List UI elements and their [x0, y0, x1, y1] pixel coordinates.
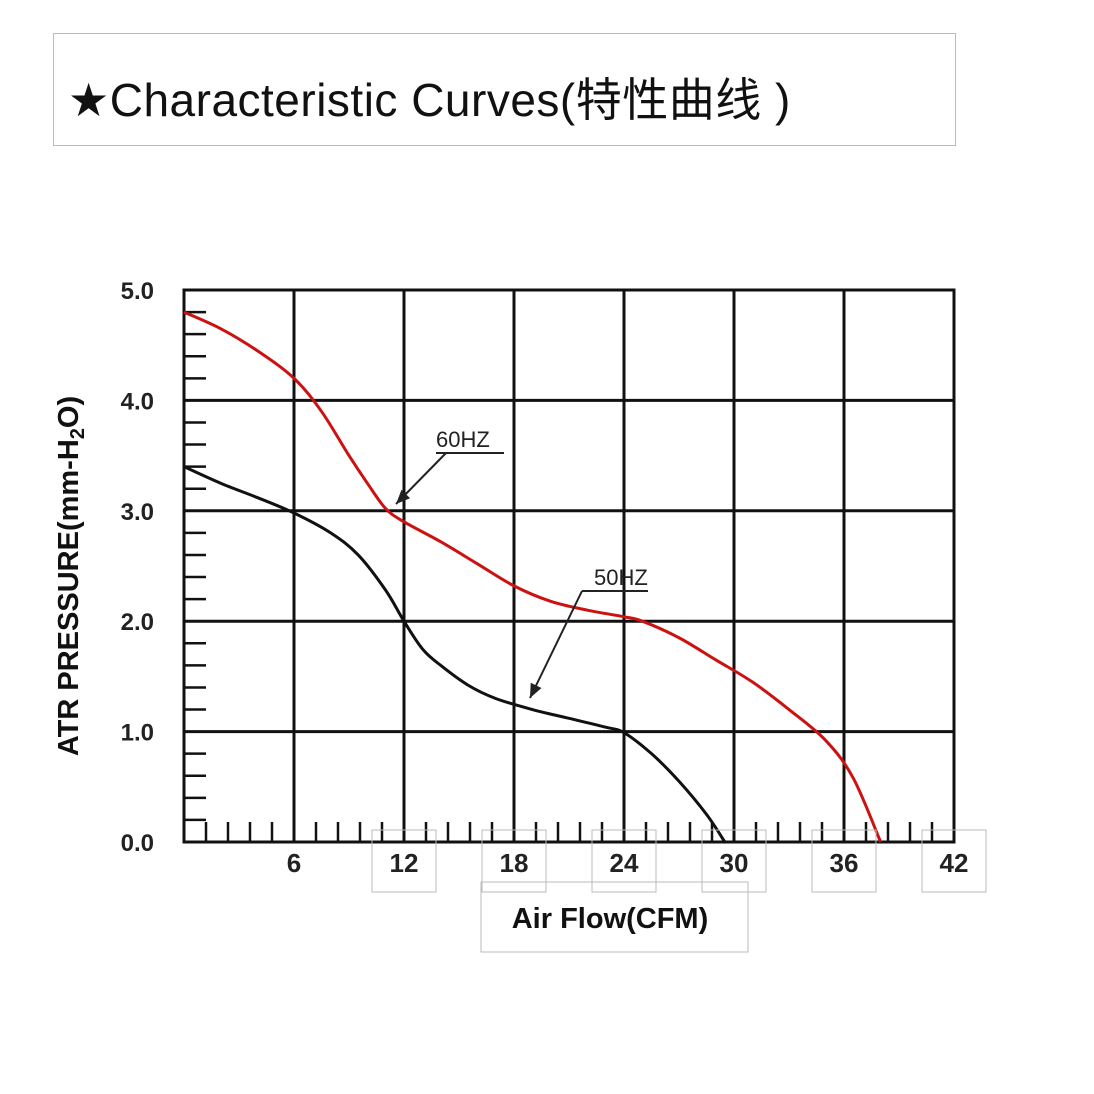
x-tick-label: 18: [500, 848, 529, 878]
plot-frame: [182, 288, 956, 844]
x-axis-title-box: [480, 881, 749, 953]
axis-titles: Air Flow(CFM) ATR PRESSURE(mm-H2O): [53, 396, 749, 953]
x-tick-label-box: [921, 829, 987, 893]
x-tick-label-box: [371, 829, 437, 893]
callout-arrow-line: [529, 590, 583, 699]
y-axis-title: ATR PRESSURE(mm-H2O): [53, 396, 89, 756]
x-tick-label-box: [481, 829, 547, 893]
title-box: ★Characteristic Curves(特性曲线 ): [53, 33, 956, 146]
callout-label-60hz: 60HZ: [436, 427, 490, 452]
x-tick-label: 6: [287, 848, 301, 878]
grid: [182, 288, 956, 844]
y-axis-title-subscript: 2: [67, 428, 89, 439]
y-tick-label: 1.0: [121, 720, 154, 747]
y-axis-title-main: ATR PRESSURE(mm-H: [53, 439, 85, 756]
y-tick-label: 5.0: [121, 278, 154, 305]
x-tick-label: 30: [720, 848, 749, 878]
x-tick-label-box: [811, 829, 877, 893]
y-axis-title-tail: O): [53, 396, 85, 428]
tick-labels: 0.0 1.0 2.0 3.0 4.0 5.0 6 12 18 24 30 36 42: [121, 278, 987, 893]
x-axis-title: Air Flow(CFM): [512, 903, 709, 935]
callout-label-50hz: 50HZ: [594, 565, 648, 590]
x-tick-label: 24: [610, 848, 639, 878]
callout-arrowhead: [530, 682, 542, 698]
x-tick-label: 42: [940, 848, 969, 878]
x-tick-label: 12: [390, 848, 419, 878]
minor-ticks: [184, 310, 934, 842]
x-tick-label: 36: [830, 848, 859, 878]
y-tick-label: 2.0: [121, 609, 154, 636]
y-tick-label: 0.0: [121, 830, 154, 857]
series-lines: [183, 310, 883, 843]
x-tick-label-box: [701, 829, 767, 893]
y-tick-label: 4.0: [121, 388, 154, 415]
chart-title: ★Characteristic Curves(特性曲线 ): [68, 74, 791, 126]
y-tick-label: 3.0: [121, 499, 154, 526]
x-tick-label-box: [591, 829, 657, 893]
series-line-50hz: [183, 465, 727, 843]
annotations: 60HZ 50HZ: [395, 427, 648, 699]
callout-arrowhead: [396, 489, 411, 504]
series-line-60hz: [183, 310, 883, 843]
